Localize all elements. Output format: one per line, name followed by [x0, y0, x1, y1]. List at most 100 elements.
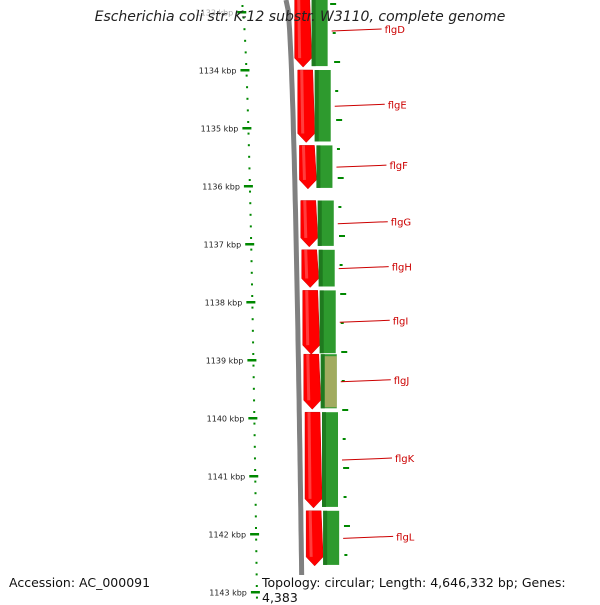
track-tick	[335, 90, 339, 92]
topology-label: Topology: circular; Length: 4,646,332 bp…	[260, 575, 600, 605]
track-tick	[340, 322, 344, 324]
minor-tick	[242, 16, 245, 19]
minor-tick	[255, 585, 258, 587]
minor-tick	[254, 503, 257, 506]
genome-backbone	[283, 0, 305, 600]
minor-tick	[243, 28, 246, 31]
minor-tick	[250, 283, 253, 286]
major-tick	[248, 417, 258, 420]
track-tick	[339, 264, 343, 266]
cds-highlight	[308, 510, 313, 557]
minor-tick	[252, 353, 255, 355]
gene-label-line	[343, 535, 394, 539]
gene-shade	[314, 70, 319, 142]
minor-tick	[255, 573, 258, 576]
minor-tick	[251, 306, 254, 309]
track-tick	[339, 235, 346, 237]
gene-shade	[311, 0, 316, 67]
minor-tick	[252, 364, 255, 367]
minor-tick	[249, 213, 252, 216]
gene-label: flgI	[393, 316, 409, 327]
minor-tick	[249, 190, 252, 193]
minor-tick	[253, 399, 256, 402]
track-tick	[341, 351, 348, 353]
tick-label: 1139 kbp	[206, 357, 244, 366]
gene-shade	[322, 412, 327, 507]
gene-shade	[318, 249, 323, 287]
minor-tick	[255, 550, 258, 553]
tick-label: 1135 kbp	[201, 125, 239, 134]
minor-tick	[253, 422, 256, 425]
map-title: Escherichia coli str. K-12 substr. W3110…	[94, 9, 506, 25]
minor-tick	[254, 480, 257, 483]
minor-tick	[251, 295, 254, 297]
gene-label: flgE	[388, 100, 407, 111]
cds-highlight	[304, 249, 309, 279]
major-tick	[243, 185, 253, 188]
minor-tick	[253, 457, 256, 460]
minor-tick	[244, 51, 247, 54]
major-tick	[240, 69, 250, 72]
minor-tick	[255, 596, 258, 599]
minor-tick	[251, 329, 254, 332]
minor-tick	[248, 179, 251, 181]
minor-tick	[254, 469, 257, 471]
gene-label-line	[334, 103, 385, 107]
gene-label-line	[341, 457, 393, 461]
track-tick	[334, 61, 341, 63]
gene-shade	[319, 290, 324, 354]
major-tick	[247, 359, 257, 362]
major-tick	[250, 533, 260, 536]
tick-label: 1142 kbp	[208, 531, 246, 540]
gene-label: flgK	[395, 454, 415, 465]
major-tick	[242, 127, 252, 130]
gene-label-line	[338, 266, 389, 270]
minor-tick	[245, 63, 248, 65]
gene-label-line	[340, 379, 391, 383]
tick-label: 1133 kbp	[196, 9, 234, 18]
minor-tick	[252, 387, 255, 390]
gene-label-line	[339, 319, 390, 323]
minor-tick	[245, 74, 248, 77]
minor-tick	[254, 492, 257, 495]
cds-arrow-flgE	[297, 69, 315, 143]
major-tick	[246, 301, 256, 304]
cds-arrow-flgK	[304, 411, 323, 509]
gene-label: flgH	[392, 263, 412, 274]
minor-tick	[247, 132, 250, 135]
tick-label: 1140 kbp	[207, 415, 245, 424]
cds-highlight	[305, 290, 310, 346]
cds-highlight	[307, 412, 312, 499]
gene-label: flgF	[389, 161, 408, 172]
minor-tick	[248, 167, 251, 170]
cds-arrow-flgG	[300, 200, 319, 248]
minor-tick	[250, 260, 253, 263]
minor-tick	[253, 411, 256, 413]
gene-label: flgD	[385, 25, 406, 36]
accession-label: Accession: AC_000091	[7, 575, 153, 590]
minor-tick	[255, 561, 258, 564]
minor-tick	[252, 376, 255, 379]
track-tick	[343, 496, 347, 498]
minor-tick	[253, 445, 256, 448]
tick-label: 1134 kbp	[199, 67, 237, 76]
minor-tick	[249, 202, 252, 205]
cds-highlight	[303, 200, 308, 238]
minor-tick	[249, 225, 252, 228]
minor-tick	[247, 121, 250, 123]
major-tick	[250, 591, 260, 594]
gene-highlight-flgJ	[324, 356, 337, 408]
cds-arrow-flgI	[302, 290, 320, 355]
track-tick	[340, 293, 347, 295]
minor-tick	[254, 527, 257, 529]
minor-tick	[246, 97, 249, 100]
minor-tick	[244, 39, 247, 42]
gene-shade	[316, 145, 321, 188]
track-tick	[332, 32, 336, 34]
tick-label: 1138 kbp	[205, 299, 243, 308]
track-tick	[343, 525, 350, 527]
minor-tick	[246, 109, 249, 112]
minor-tick	[250, 271, 253, 274]
minor-tick	[248, 155, 251, 158]
